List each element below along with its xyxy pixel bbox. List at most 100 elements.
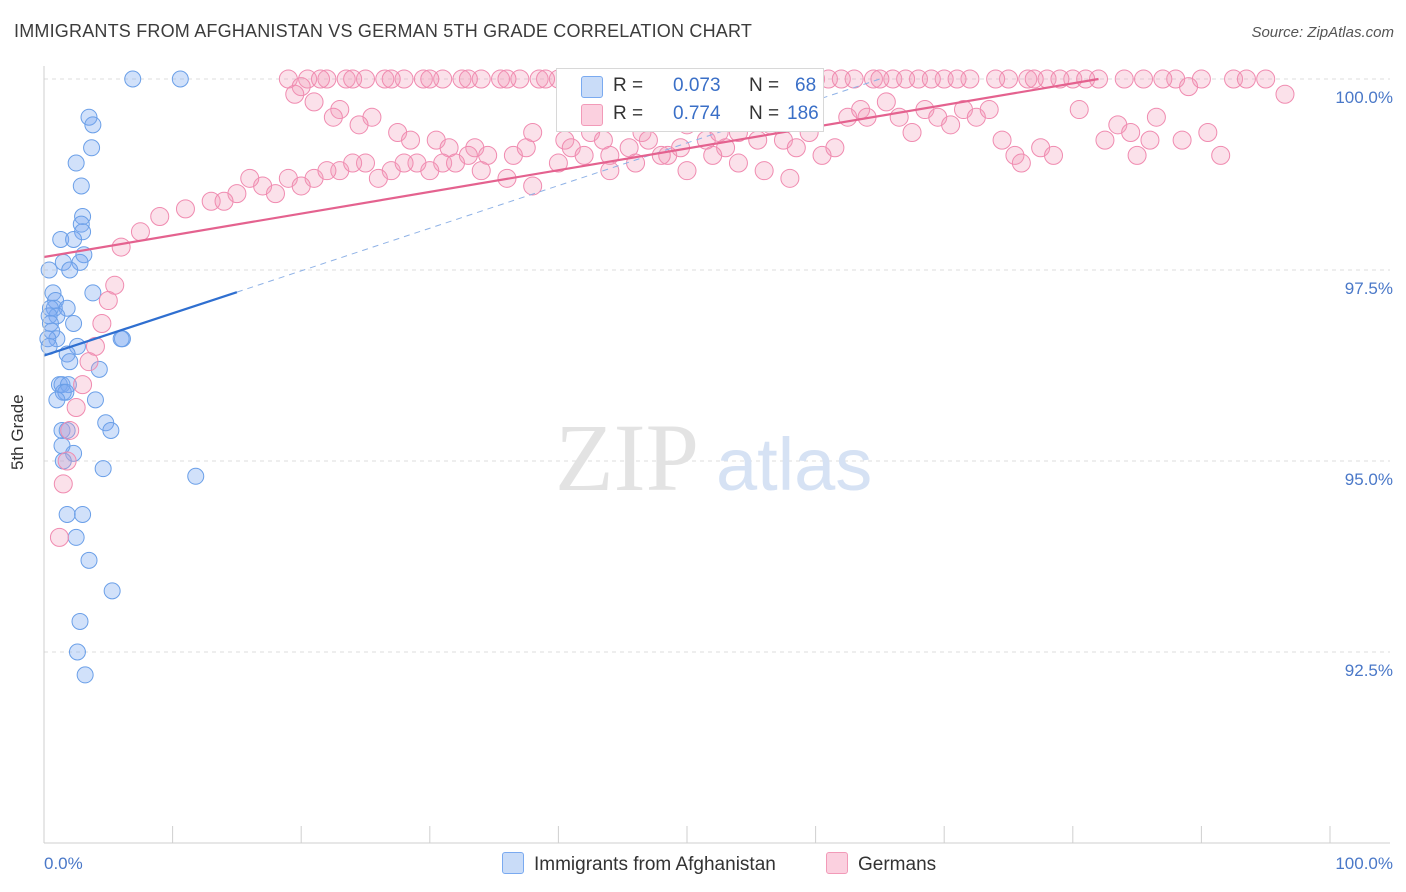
point-germans	[536, 69, 556, 89]
point-afghanistan	[187, 467, 205, 485]
point-germans	[317, 69, 337, 89]
watermark-atlas: atlas	[716, 423, 872, 506]
point-afghanistan	[72, 177, 90, 195]
x-tick-label-left: 0.0%	[44, 854, 83, 873]
point-germans	[1153, 69, 1173, 89]
point-germans	[1005, 145, 1025, 165]
point-germans	[343, 69, 363, 89]
x-tick-label-right: 100.0%	[1335, 854, 1393, 873]
point-germans	[497, 69, 517, 89]
point-afghanistan	[61, 261, 79, 279]
point-germans	[921, 69, 941, 89]
point-germans	[1146, 107, 1166, 127]
point-germans	[343, 153, 363, 173]
points-layer	[39, 69, 1295, 684]
point-germans	[79, 352, 99, 372]
point-germans	[574, 145, 594, 165]
point-germans	[677, 161, 697, 181]
point-germans	[1095, 130, 1115, 150]
point-germans	[317, 161, 337, 181]
point-germans	[523, 122, 543, 142]
point-germans	[92, 313, 112, 333]
trend-line-afghanistan	[43, 291, 238, 357]
point-germans	[491, 69, 511, 89]
bottom-legend-germans: Germans	[826, 852, 936, 876]
chart-title: IMMIGRANTS FROM AFGHANISTAN VS GERMAN 5T…	[14, 21, 753, 41]
point-afghanistan	[52, 230, 70, 248]
point-afghanistan	[171, 70, 189, 88]
point-germans	[368, 168, 388, 188]
point-germans	[304, 92, 324, 112]
point-germans	[825, 138, 845, 158]
point-afghanistan	[83, 139, 101, 157]
y-axis-label: 5th Grade	[8, 394, 27, 470]
point-germans	[291, 176, 311, 196]
point-germans	[703, 145, 723, 165]
point-afghanistan	[58, 421, 76, 439]
point-germans	[780, 168, 800, 188]
point-afghanistan	[74, 505, 92, 523]
point-germans	[1127, 145, 1147, 165]
point-afghanistan	[90, 360, 108, 378]
point-germans	[375, 69, 395, 89]
point-germans	[413, 69, 433, 89]
point-afghanistan	[103, 582, 121, 600]
point-germans	[49, 527, 69, 547]
legend-n-label: N =	[749, 75, 780, 96]
bottom-legend-swatch-germans	[826, 852, 848, 874]
point-germans	[420, 161, 440, 181]
bottom-legend-label-afghanistan: Immigrants from Afghanistan	[534, 854, 776, 875]
point-germans	[66, 398, 86, 418]
point-germans	[1256, 69, 1276, 89]
point-germans	[863, 69, 883, 89]
point-afghanistan	[48, 391, 66, 409]
bottom-legend-swatch-afghanistan	[502, 852, 524, 874]
point-germans	[529, 69, 549, 89]
point-germans	[548, 153, 568, 173]
point-germans	[896, 69, 916, 89]
point-germans	[638, 130, 658, 150]
legend-n-value: 186	[787, 103, 819, 124]
point-germans	[748, 130, 768, 150]
point-germans	[73, 375, 93, 395]
point-germans	[310, 69, 330, 89]
point-afghanistan	[53, 421, 71, 439]
point-germans	[1018, 69, 1038, 89]
point-germans	[1114, 69, 1134, 89]
point-germans	[336, 69, 356, 89]
point-germans	[1134, 69, 1154, 89]
point-germans	[979, 100, 999, 120]
point-germans	[98, 291, 118, 311]
point-germans	[471, 161, 491, 181]
point-germans	[1011, 153, 1031, 173]
point-afghanistan	[80, 108, 98, 126]
point-germans	[285, 84, 305, 104]
watermark: ZIP atlas	[555, 404, 872, 511]
y-tick-label: 97.5%	[1345, 279, 1393, 298]
source-label: Source: ZipAtlas.com	[1251, 24, 1394, 41]
point-germans	[754, 161, 774, 181]
watermark-zip: ZIP	[555, 404, 699, 511]
legend-r-value: 0.073	[673, 75, 721, 96]
point-germans	[1198, 122, 1218, 142]
point-germans	[876, 92, 896, 112]
point-germans	[446, 153, 466, 173]
point-germans	[394, 153, 414, 173]
point-germans	[150, 207, 170, 227]
point-germans	[870, 69, 890, 89]
legend-swatch-afghanistan	[581, 76, 603, 98]
point-afghanistan	[65, 314, 83, 332]
point-afghanistan	[86, 391, 104, 409]
legend-n-value: 68	[795, 75, 817, 96]
point-germans	[53, 474, 73, 494]
legend-r-label: R =	[613, 103, 644, 124]
point-germans	[381, 69, 401, 89]
point-germans	[60, 420, 80, 440]
point-germans	[831, 69, 851, 89]
point-germans	[458, 69, 478, 89]
y-tick-label: 95.0%	[1345, 470, 1393, 489]
point-afghanistan	[65, 230, 83, 248]
point-afghanistan	[102, 421, 120, 439]
point-afghanistan	[67, 528, 85, 546]
trend-line-germans	[43, 77, 1099, 259]
